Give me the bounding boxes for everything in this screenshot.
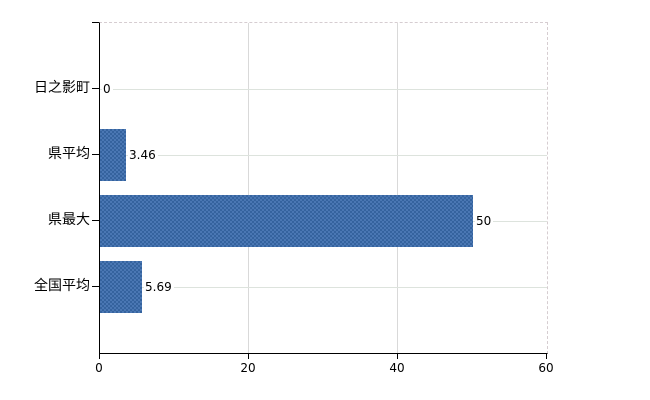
x-tick-label: 20: [240, 361, 256, 375]
y-axis-category-tick: [92, 286, 99, 287]
x-tick-label: 0: [95, 361, 103, 375]
horizontal-bar: [100, 261, 142, 313]
category-label: 日之影町: [34, 80, 90, 96]
gridline-horizontal: [100, 287, 547, 288]
x-tick-label: 40: [389, 361, 405, 375]
plot-area: 0 3.46 50 5.69: [99, 22, 548, 354]
x-axis-tick: [546, 353, 547, 359]
gridline-vertical: [248, 23, 249, 353]
x-tick-label: 60: [538, 361, 554, 375]
category-label: 県平均: [48, 146, 90, 162]
category-label: 全国平均: [34, 278, 90, 294]
bar-value-label: 50: [475, 212, 494, 230]
x-axis-tick: [397, 353, 398, 359]
y-axis-category-tick: [92, 88, 99, 89]
gridline-vertical: [397, 23, 398, 353]
y-axis-category-tick: [92, 154, 99, 155]
horizontal-bar: [100, 195, 473, 247]
x-axis-tick: [99, 353, 100, 359]
gridline-horizontal: [100, 155, 547, 156]
x-axis-tick: [248, 353, 249, 359]
horizontal-bar: [100, 129, 126, 181]
bar-value-label: 0: [102, 80, 113, 98]
bar-value-label: 3.46: [128, 146, 158, 164]
category-label: 県最大: [48, 212, 90, 228]
gridline-horizontal: [100, 89, 547, 90]
y-axis-top-tick: [92, 22, 99, 23]
y-axis-category-tick: [92, 220, 99, 221]
bar-value-label: 5.69: [144, 278, 174, 296]
